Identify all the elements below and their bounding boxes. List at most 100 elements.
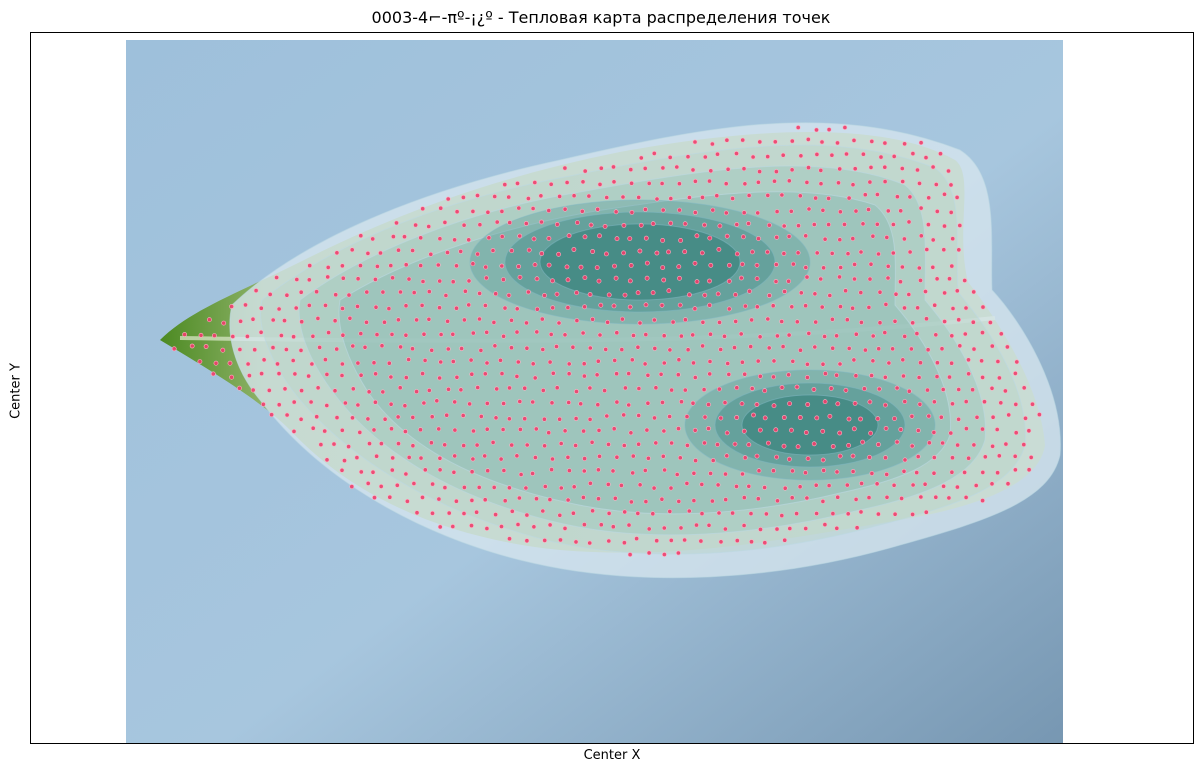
point-marker	[524, 538, 530, 544]
point-marker	[636, 413, 642, 418]
point-marker	[844, 317, 850, 323]
point-marker	[786, 372, 791, 378]
point-marker	[410, 346, 415, 352]
point-marker	[334, 415, 340, 420]
point-marker	[628, 430, 634, 436]
point-marker	[781, 251, 787, 256]
point-marker	[370, 236, 376, 242]
point-marker	[517, 399, 523, 404]
point-marker	[933, 494, 939, 500]
point-marker	[862, 386, 867, 392]
point-marker	[522, 416, 528, 422]
point-marker	[702, 440, 707, 446]
point-marker	[723, 181, 729, 187]
point-marker	[781, 415, 787, 420]
point-marker	[882, 140, 888, 146]
point-marker	[754, 276, 760, 281]
point-marker	[509, 442, 515, 448]
point-marker	[826, 127, 832, 133]
point-marker	[580, 330, 586, 336]
point-marker	[659, 496, 665, 502]
point-marker	[230, 334, 236, 339]
point-marker	[798, 153, 804, 159]
point-marker	[546, 235, 552, 241]
point-marker	[803, 470, 808, 476]
point-marker	[748, 344, 754, 349]
point-marker	[394, 482, 400, 488]
point-marker	[1030, 401, 1035, 407]
point-marker	[418, 235, 424, 241]
point-marker	[746, 483, 752, 489]
point-marker	[539, 251, 545, 256]
point-marker	[581, 494, 586, 500]
point-marker	[509, 508, 515, 514]
point-marker	[571, 484, 577, 490]
point-marker	[547, 359, 553, 365]
point-marker	[741, 210, 747, 216]
point-marker	[460, 194, 466, 200]
point-marker	[837, 237, 843, 243]
point-marker	[477, 222, 483, 228]
point-marker	[282, 386, 288, 392]
point-marker	[773, 262, 779, 267]
point-marker	[723, 497, 729, 502]
point-marker	[571, 247, 577, 252]
point-marker	[292, 371, 298, 377]
point-marker	[754, 453, 760, 459]
point-marker	[762, 485, 767, 490]
point-marker	[502, 182, 508, 187]
point-marker	[398, 289, 403, 295]
point-marker	[629, 180, 634, 186]
point-marker	[530, 399, 536, 405]
point-marker	[700, 319, 706, 325]
point-marker	[867, 454, 872, 460]
point-marker	[459, 346, 464, 351]
point-marker	[332, 318, 338, 324]
point-marker	[542, 292, 547, 298]
upper-lobe-ring-2	[504, 211, 776, 313]
point-marker	[702, 292, 708, 298]
point-marker	[574, 290, 579, 296]
point-marker	[956, 317, 962, 323]
point-marker	[434, 398, 440, 404]
point-marker	[597, 181, 603, 187]
point-marker	[701, 387, 707, 392]
point-marker	[638, 155, 644, 161]
point-marker	[291, 399, 297, 405]
point-marker	[484, 400, 490, 406]
point-marker	[767, 293, 772, 298]
point-marker	[733, 292, 738, 298]
point-marker	[771, 468, 776, 474]
point-marker	[558, 441, 564, 446]
point-marker	[837, 361, 843, 367]
point-marker	[829, 152, 835, 158]
lower-lobe-ring-1	[684, 369, 936, 481]
point-marker	[884, 234, 890, 240]
point-marker	[418, 455, 424, 461]
point-marker	[531, 236, 537, 242]
point-marker	[358, 263, 363, 268]
point-marker	[402, 234, 407, 240]
point-marker	[805, 136, 811, 142]
point-marker	[989, 385, 995, 391]
point-marker	[211, 333, 217, 338]
point-marker	[499, 208, 505, 214]
point-marker	[483, 264, 489, 270]
point-marker	[652, 317, 657, 323]
point-marker	[627, 552, 633, 557]
point-marker	[779, 513, 785, 518]
point-marker	[742, 455, 748, 461]
point-marker	[598, 165, 604, 171]
point-marker	[613, 275, 619, 281]
point-marker	[850, 469, 856, 474]
point-marker	[692, 427, 698, 433]
point-marker	[390, 455, 396, 461]
point-marker	[612, 263, 617, 269]
point-marker	[587, 345, 593, 351]
point-marker	[315, 315, 321, 321]
point-marker	[691, 470, 697, 476]
point-marker	[669, 440, 674, 446]
point-marker	[471, 428, 476, 434]
point-marker	[566, 371, 572, 377]
point-marker	[549, 400, 555, 406]
